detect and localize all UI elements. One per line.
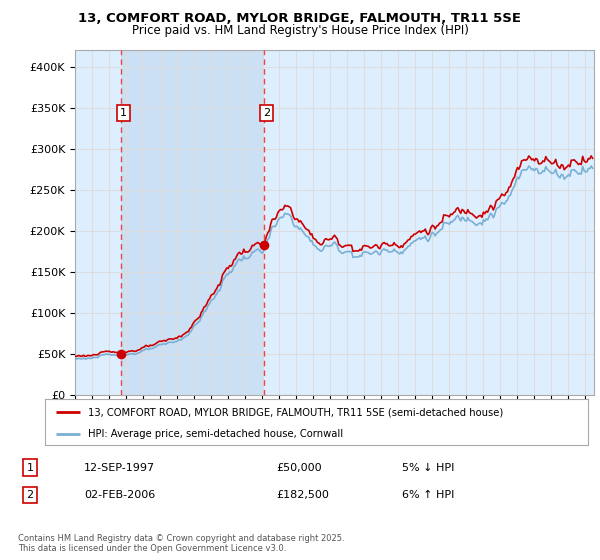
Text: Contains HM Land Registry data © Crown copyright and database right 2025.
This d: Contains HM Land Registry data © Crown c… [18, 534, 344, 553]
Text: 1: 1 [120, 108, 127, 118]
Text: 1: 1 [26, 463, 34, 473]
Text: 13, COMFORT ROAD, MYLOR BRIDGE, FALMOUTH, TR11 5SE: 13, COMFORT ROAD, MYLOR BRIDGE, FALMOUTH… [79, 12, 521, 25]
Text: 6% ↑ HPI: 6% ↑ HPI [402, 490, 454, 500]
Text: 2: 2 [263, 108, 270, 118]
Text: 2: 2 [26, 490, 34, 500]
Text: 12-SEP-1997: 12-SEP-1997 [84, 463, 155, 473]
Text: 02-FEB-2006: 02-FEB-2006 [84, 490, 155, 500]
Text: Price paid vs. HM Land Registry's House Price Index (HPI): Price paid vs. HM Land Registry's House … [131, 24, 469, 37]
Text: £182,500: £182,500 [276, 490, 329, 500]
Text: 13, COMFORT ROAD, MYLOR BRIDGE, FALMOUTH, TR11 5SE (semi-detached house): 13, COMFORT ROAD, MYLOR BRIDGE, FALMOUTH… [88, 407, 503, 417]
Text: HPI: Average price, semi-detached house, Cornwall: HPI: Average price, semi-detached house,… [88, 429, 344, 438]
Bar [121, 50, 263, 395]
Text: £50,000: £50,000 [276, 463, 322, 473]
Text: 5% ↓ HPI: 5% ↓ HPI [402, 463, 454, 473]
